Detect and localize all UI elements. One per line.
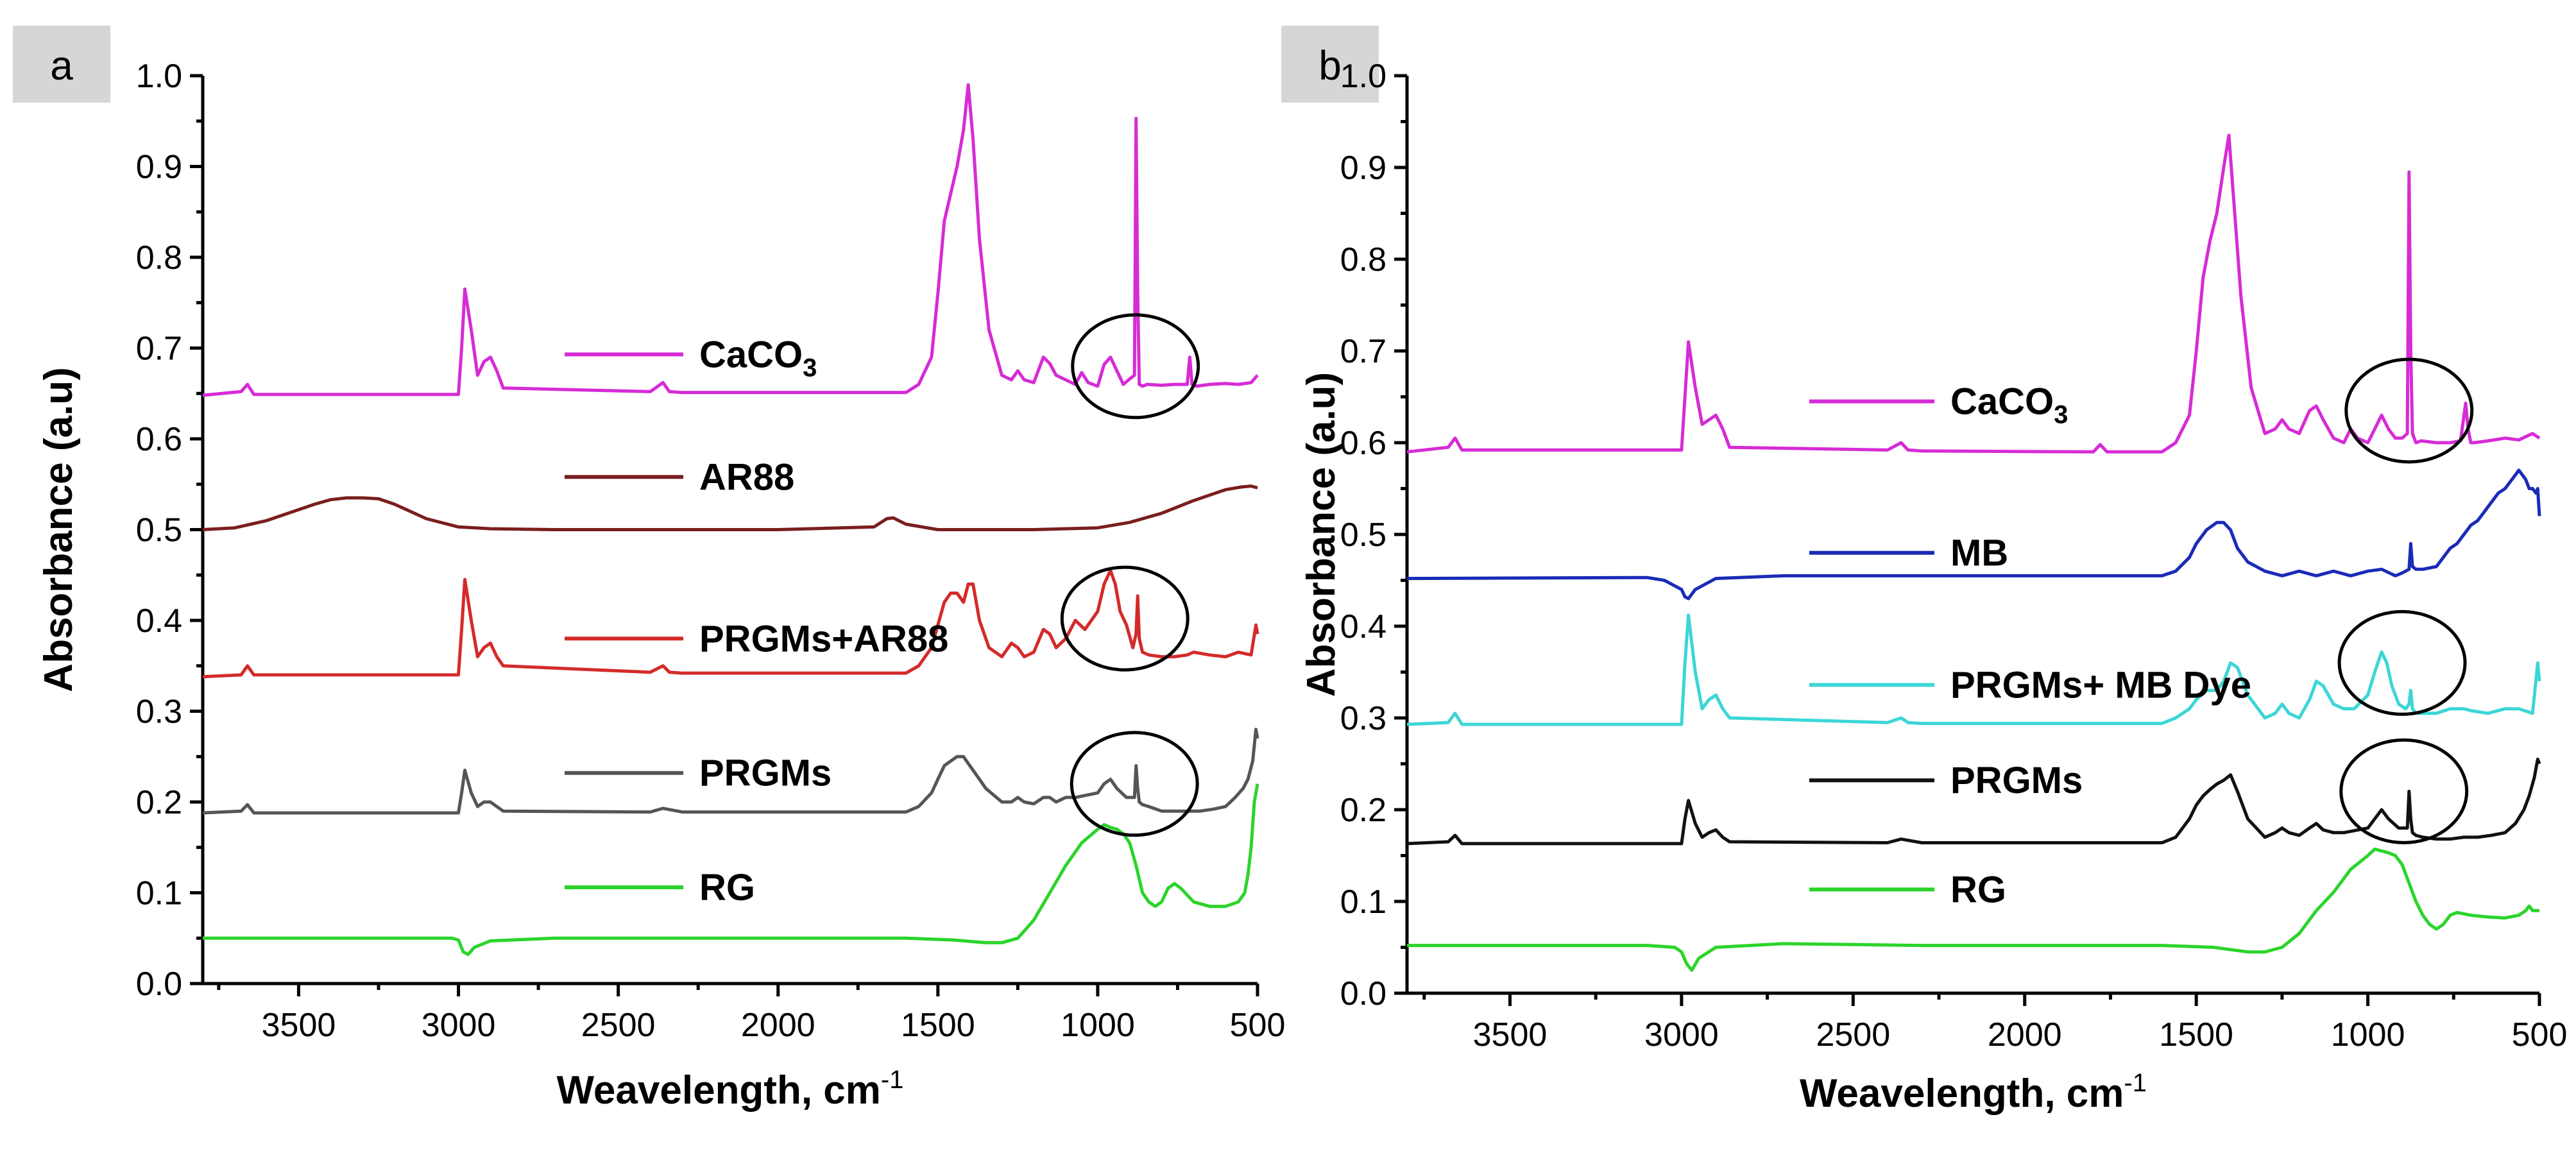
panel-b-legend-label-2: PRGMs+ MB Dye: [1950, 665, 2251, 706]
panel-a-series-0-line: [202, 83, 1259, 397]
panel-b-y-tick-label: 0.7: [1340, 333, 1386, 370]
panel-b-series-3-line: [1406, 757, 2541, 846]
panel-a-legend-label-0: CaCO3: [699, 334, 817, 382]
panel-b-y-tick-label: 0.9: [1340, 149, 1386, 187]
panel-a-y-tick-label: 0.8: [136, 239, 182, 277]
panel-b-highlight-circle-1: [2337, 610, 2467, 716]
panel-a-highlight-circle-1: [1060, 565, 1190, 672]
panel-b-x-axis-title-sup: -1: [2124, 1069, 2147, 1097]
panel-b-x-tick-label: 1500: [2159, 1016, 2233, 1053]
panel-b-tag-box: [1281, 26, 1379, 103]
panel-a-y-tick-label: 0.6: [136, 421, 182, 458]
panel-a-y-tick-label: 0.3: [136, 694, 182, 731]
panel-b-tag: b: [1318, 42, 1342, 89]
panel-b-highlight-circle-2: [2339, 738, 2469, 844]
panel-b-x-tick-label: 500: [2512, 1016, 2568, 1053]
panel-b-y-tick-label: 0.4: [1340, 608, 1386, 645]
panel-b-x-tick-label: 1000: [2331, 1016, 2405, 1053]
panel-b-y-tick-label: 0.3: [1340, 700, 1386, 737]
panel-a-y-tick-label: 0.2: [136, 784, 182, 821]
panel-a-x-tick-label: 1000: [1061, 1007, 1135, 1044]
panel-a-y-tick-label: 0.0: [136, 966, 182, 1003]
panel-b-series-0-line: [1406, 133, 2541, 454]
panel-a-tag-box: [13, 26, 110, 103]
panel-a-y-axis-title: Absorbance (a.u): [37, 367, 81, 692]
panel-b-y-tick-label: 1.0: [1340, 58, 1386, 95]
panel-a-legend-label-3: PRGMs: [699, 753, 832, 794]
panel-a-x-tick-label: 3000: [422, 1007, 496, 1044]
panel-a-legend-label-0-sub: 3: [803, 354, 817, 382]
panel-b-legend-label-4: RG: [1950, 869, 2006, 910]
panel-a-y-tick-label: 0.7: [136, 330, 182, 368]
panel-a-series-3-line: [202, 728, 1259, 815]
panel-a-x-axis-title-sup: -1: [881, 1066, 904, 1094]
panel-a-legend-label-1: AR88: [699, 456, 794, 498]
panel-b-y-tick-label: 0.1: [1340, 883, 1386, 921]
panel-b-y-tick-label: 0.8: [1340, 241, 1386, 278]
panel-a-x-tick-label: 500: [1230, 1007, 1286, 1044]
panel-b-x-tick-label: 3000: [1644, 1016, 1719, 1053]
panel-b-y-tick-label: 0.5: [1340, 516, 1386, 554]
panel-a-x-axis-title: Weavelength, cm-1: [557, 1066, 904, 1113]
panel-b-series-4-line: [1407, 848, 2539, 972]
panel-a-y-tick-label: 0.1: [136, 875, 182, 912]
panel-b-legend-label-1: MB: [1950, 533, 2008, 574]
panel-b-highlight-circle-0: [2344, 357, 2474, 464]
panel-a-series-2-line: [202, 568, 1259, 679]
panel-b-x-axis-title: Weavelength, cm-1: [1800, 1069, 2147, 1116]
panel-b-legend-label-3: PRGMs: [1950, 760, 2083, 801]
panel-a-highlight-circle-2: [1070, 731, 1199, 837]
panel-a-legend-label-4: RG: [699, 867, 755, 908]
panel-a-x-tick-label: 2500: [581, 1007, 656, 1044]
panel-b-series-2-line: [1406, 613, 2541, 726]
panel-a-y-tick-label: 0.9: [136, 149, 182, 186]
panel-a-y-tick-label: 0.5: [136, 512, 182, 549]
panel-a-y-tick-label: 1.0: [136, 58, 182, 95]
panel-b-y-axis-title: Absorbance (a.u): [1299, 372, 1343, 697]
panel-a-highlight-circle-0: [1071, 313, 1200, 420]
panel-a-legend-label-2: PRGMs+AR88: [699, 618, 948, 660]
panel-b-y-tick-label: 0.2: [1340, 792, 1386, 829]
panel-a-y-tick-label: 0.4: [136, 602, 182, 640]
panel-b-x-tick-label: 2500: [1816, 1016, 1890, 1053]
panel-a-series-1-line: [202, 484, 1258, 531]
panel-a-x-tick-label: 3500: [262, 1007, 336, 1044]
panel-b-y-tick-label: 0.0: [1340, 975, 1386, 1012]
panel-b-y-tick-label: 0.6: [1340, 425, 1386, 462]
panel-b-x-tick-label: 3500: [1473, 1016, 1548, 1053]
panel-b-legend-label-0-sub: 3: [2054, 401, 2068, 429]
panel-b-x-tick-label: 2000: [1988, 1016, 2062, 1053]
panel-b-series-1-line: [1406, 468, 2541, 601]
panel-b-legend-label-0: CaCO3: [1950, 381, 2068, 429]
panel-a-x-tick-label: 2000: [741, 1007, 815, 1044]
panel-a-x-tick-label: 1500: [901, 1007, 975, 1044]
panel-a-tag: a: [50, 42, 73, 89]
